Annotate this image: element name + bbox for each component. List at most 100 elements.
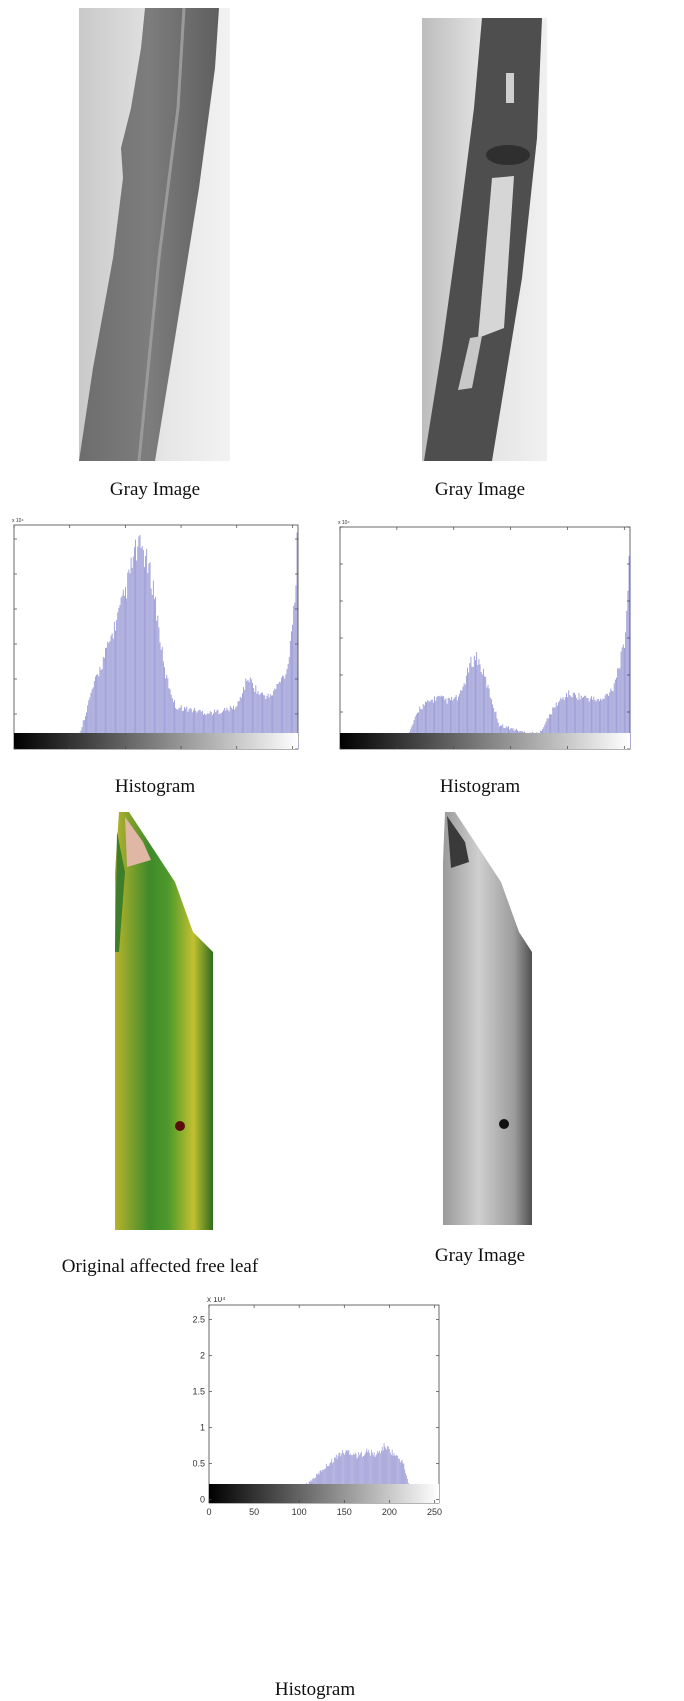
histogram-bar <box>625 632 627 749</box>
histogram-bar <box>110 635 112 749</box>
histogram-bar <box>144 567 145 749</box>
histogram-bar <box>580 695 582 749</box>
histogram-bar <box>233 705 234 749</box>
histogram-bar <box>334 1457 336 1500</box>
histogram-bar <box>461 690 463 749</box>
histogram-bar <box>277 683 279 749</box>
histogram-bar <box>567 697 569 749</box>
histogram-bar <box>135 539 136 749</box>
histogram-bar <box>257 690 259 749</box>
histogram-bar <box>423 705 425 749</box>
histogram-bar <box>336 1459 338 1500</box>
histogram-bar <box>445 698 447 749</box>
histogram-bar <box>465 675 467 749</box>
histogram-bar <box>245 678 247 749</box>
histogram-bar <box>470 656 472 749</box>
histogram-bar <box>121 595 123 749</box>
histogram-bar <box>220 713 222 749</box>
histogram-bar <box>259 693 261 749</box>
histogram-bar <box>141 545 143 749</box>
histogram-bar <box>478 659 480 749</box>
histogram-bar <box>235 707 237 749</box>
y-tick-label: 0 <box>200 1494 205 1504</box>
histogram-bar <box>472 666 474 749</box>
histogram-bar <box>154 599 155 749</box>
histogram-bar <box>223 710 224 749</box>
histogram-bar <box>490 699 492 749</box>
caption-original-leaf: Original affected free leaf <box>61 1256 259 1277</box>
y-tick-label: 2.5 <box>193 1314 205 1324</box>
histogram-bar <box>576 697 578 749</box>
histogram-bar <box>612 691 614 749</box>
histogram-bar <box>178 707 180 749</box>
histogram-bar <box>457 696 459 749</box>
histogram-bar <box>605 693 607 749</box>
histogram-bar <box>254 691 256 749</box>
histogram-bar <box>296 532 298 749</box>
histogram-bar <box>165 678 167 749</box>
histogram-bar <box>562 697 564 749</box>
histogram-bar <box>485 676 487 749</box>
histogram-bar <box>606 694 608 749</box>
histogram-bar <box>133 547 135 749</box>
histogram-bar <box>575 694 577 749</box>
histogram-bar <box>414 716 416 749</box>
histogram-bar <box>203 714 204 749</box>
histogram-bar <box>403 1464 405 1500</box>
histogram-bar <box>211 715 213 749</box>
histogram-bar <box>446 703 448 749</box>
histogram-bar <box>151 594 153 749</box>
histogram-bar <box>448 698 450 749</box>
histogram-bar <box>210 712 212 749</box>
histogram-bar <box>243 687 245 749</box>
histogram-bar <box>347 1451 349 1500</box>
histogram-bar <box>297 742 299 749</box>
histogram-bar <box>350 1453 352 1500</box>
histogram-bar <box>231 709 233 749</box>
histogram-bar <box>593 696 595 749</box>
histogram-bar <box>258 694 260 749</box>
plot-area <box>208 1304 440 1504</box>
histogram-bar <box>366 1448 368 1500</box>
histogram-bar <box>613 683 615 749</box>
histogram-bar <box>338 1453 340 1500</box>
histogram-bar <box>584 695 586 749</box>
histogram-bar <box>161 647 163 749</box>
histogram-bar <box>113 621 115 749</box>
histogram-bar <box>267 693 269 749</box>
histogram-bar <box>145 556 147 749</box>
histogram-bar <box>481 674 483 749</box>
caption-gray-image-3: Gray Image <box>434 1245 526 1266</box>
x-tick-label: 250 <box>427 1507 442 1517</box>
histogram-bar <box>120 597 122 749</box>
histogram-bar <box>594 699 596 749</box>
histogram-bar <box>362 1455 364 1500</box>
histogram-bar <box>417 712 418 749</box>
histogram-bar <box>117 612 119 749</box>
histogram-bar <box>326 1466 328 1500</box>
histogram-bar <box>394 1455 396 1500</box>
histogram-bar <box>209 711 211 749</box>
histogram-bar <box>129 573 131 749</box>
y-tick-label: 2 <box>200 1350 205 1360</box>
histogram-bar <box>359 1455 361 1500</box>
histogram-bar <box>139 534 141 749</box>
x-tick-label: 50 <box>249 1507 259 1517</box>
histogram-bar <box>331 1458 333 1500</box>
histogram-bar <box>399 1459 400 1500</box>
histogram-bar <box>401 1459 403 1500</box>
histogram-bar <box>436 697 438 749</box>
histogram-bar <box>167 678 169 749</box>
histogram-bar <box>330 1462 332 1500</box>
histogram-bar <box>224 708 226 749</box>
histogram-bar <box>101 668 103 749</box>
histogram-bar <box>295 585 297 749</box>
histogram-bar <box>348 1449 350 1500</box>
histogram-bar <box>206 714 208 749</box>
histogram-bar <box>283 676 285 749</box>
histogram-bar <box>157 615 159 749</box>
histogram-bar <box>462 686 464 749</box>
histogram-bar <box>473 655 475 749</box>
histogram-bar <box>152 580 154 749</box>
histogram-bar <box>418 712 420 749</box>
